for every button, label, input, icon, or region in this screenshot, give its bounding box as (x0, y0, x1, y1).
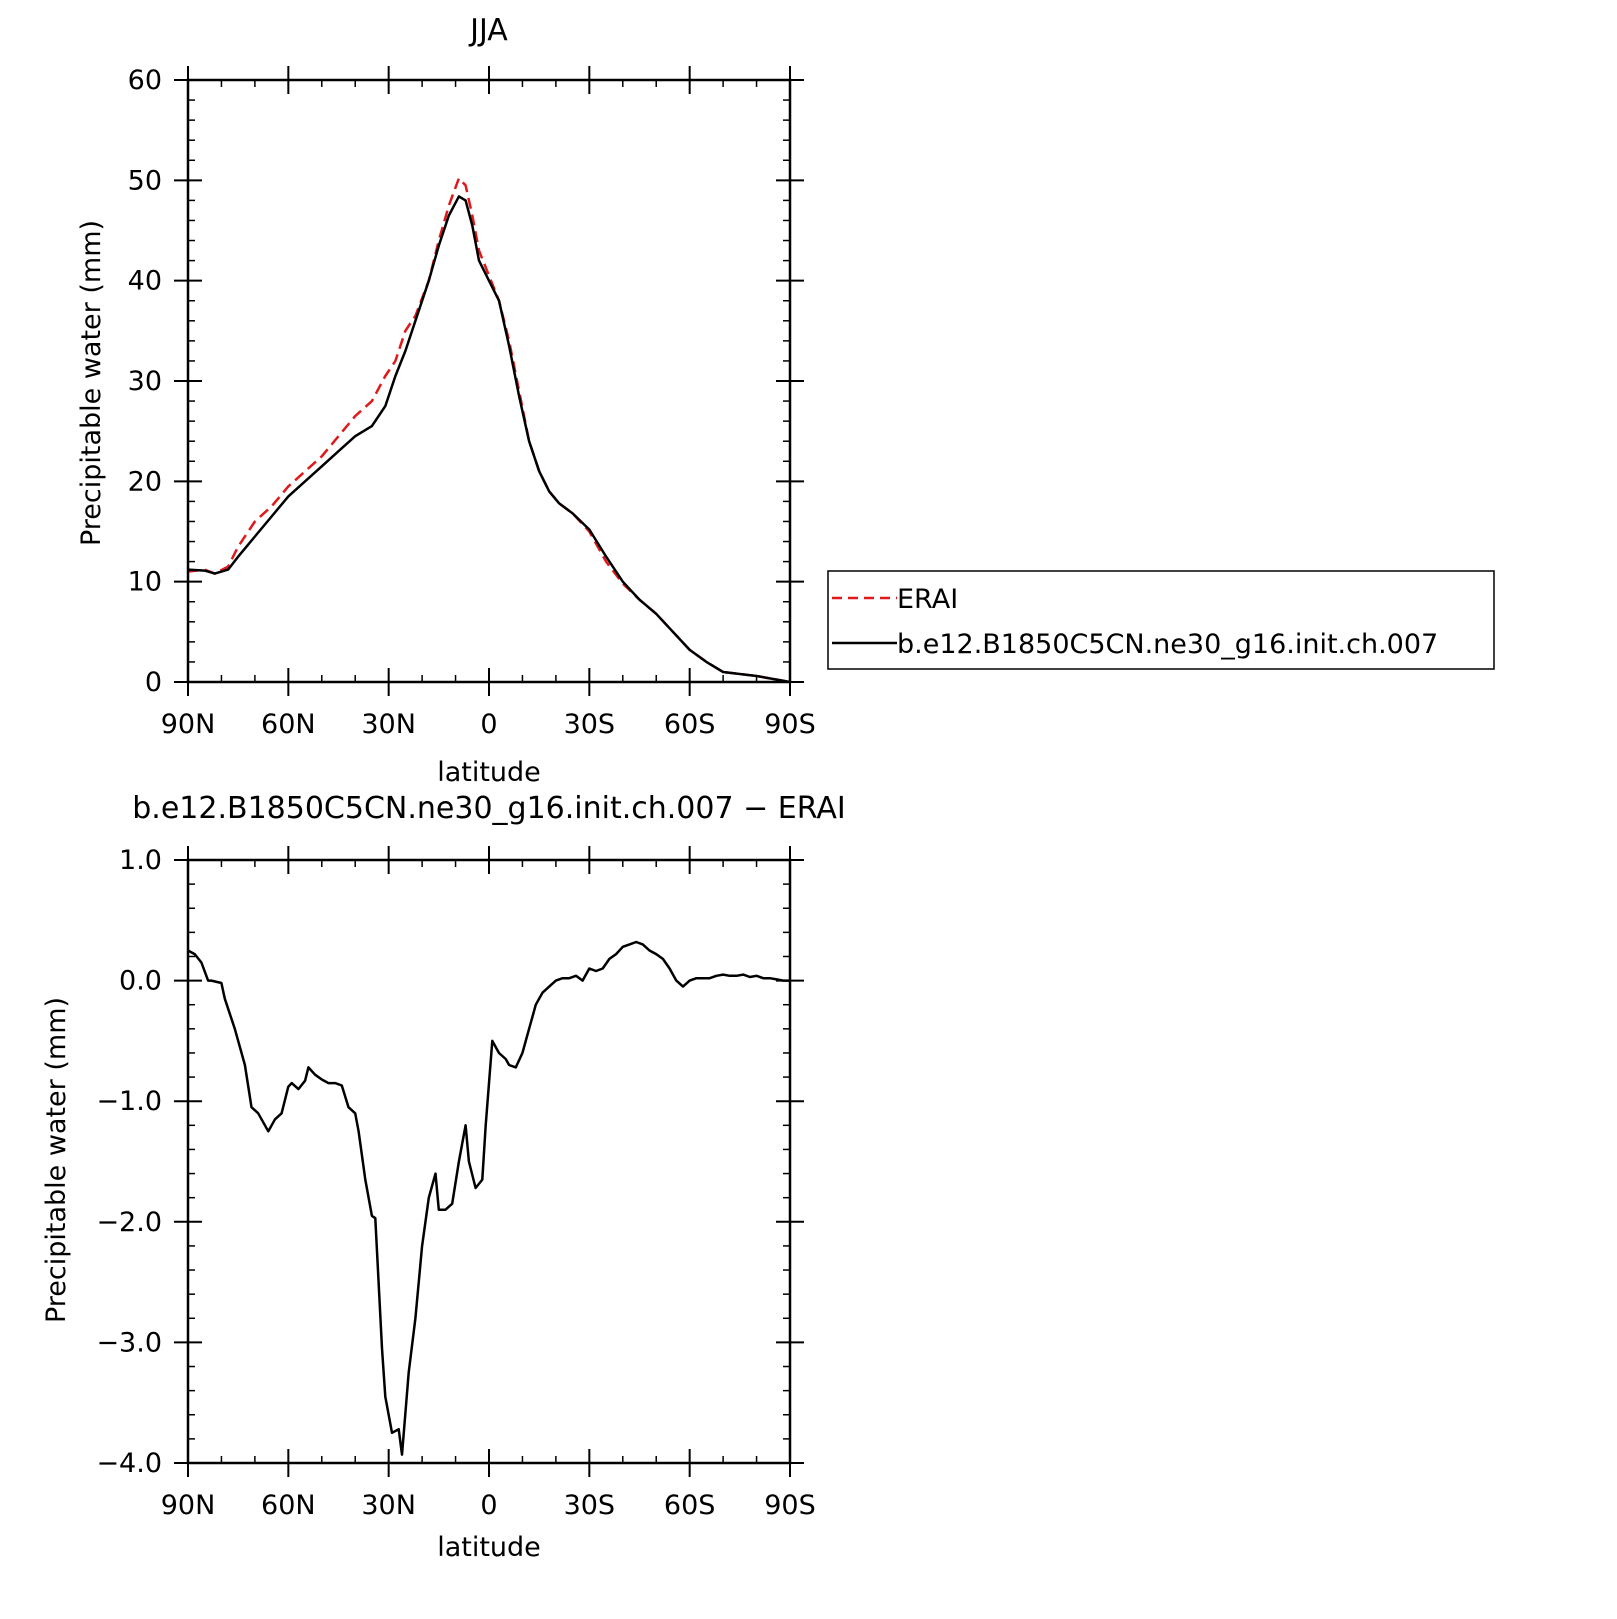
bottom-y-tick-label: −1.0 (96, 1086, 162, 1117)
bottom-x-tick-label: 90N (161, 1490, 216, 1521)
top-y-tick-label: 30 (128, 366, 162, 397)
top-y-tick-label: 50 (128, 165, 162, 196)
bottom-panel: b.e12.B1850C5CN.ne30_g16.init.ch.007 − E… (41, 791, 846, 1563)
legend-label-erai: ERAI (897, 584, 958, 615)
bottom-x-axis-label: latitude (437, 1532, 541, 1563)
legend: ERAI b.e12.B1850C5CN.ne30_g16.init.ch.00… (827, 570, 1495, 670)
bottom-x-tick-label: 30N (361, 1490, 416, 1521)
top-y-tick-label: 10 (128, 567, 162, 598)
top-model-line (187, 195, 791, 684)
top-y-tick-label: 0 (145, 667, 162, 698)
bottom-plot-frame (186, 858, 792, 1465)
top-x-tick-label: 60S (664, 709, 716, 740)
bottom-y-axis-label: Precipitable water (mm) (41, 997, 72, 1323)
top-x-tick-label: 90S (764, 709, 816, 740)
top-x-tick-label: 0 (480, 709, 497, 740)
bottom-y-tick-label: −3.0 (96, 1327, 162, 1358)
bottom-difference-line (187, 940, 790, 1456)
top-plot-frame (186, 78, 792, 684)
bottom-series-layer (187, 940, 790, 1456)
top-panel: JJA Precipitable water (mm) latitude 0 10… (76, 13, 816, 788)
legend-box (827, 570, 1495, 670)
top-tick-layer: 0 10 20 30 40 50 60 90N 60N 30N 0 30S 60S 90S (128, 65, 816, 740)
bottom-y-tick-label: 0.0 (119, 966, 162, 997)
legend-label-model: b.e12.B1850C5CN.ne30_g16.init.ch.007 (897, 629, 1438, 660)
top-y-tick-label: 40 (128, 266, 162, 297)
top-y-tick-label: 20 (128, 466, 162, 497)
bottom-y-tick-label: 1.0 (119, 845, 162, 876)
top-chart-title: JJA (468, 13, 508, 48)
bottom-x-tick-label: 30S (564, 1490, 616, 1521)
bottom-x-tick-label: 60S (664, 1490, 716, 1521)
bottom-y-tick-label: −4.0 (96, 1448, 162, 1479)
top-x-tick-label: 30S (564, 709, 616, 740)
top-erai-line (187, 177, 791, 684)
top-y-tick-label: 60 (128, 65, 162, 96)
top-series-layer (187, 177, 791, 684)
bottom-chart-title: b.e12.B1850C5CN.ne30_g16.init.ch.007 − E… (132, 791, 845, 826)
bottom-x-tick-label: 90S (764, 1490, 816, 1521)
bottom-y-tick-label: −2.0 (96, 1207, 162, 1238)
bottom-x-tick-label: 60N (261, 1490, 316, 1521)
top-x-tick-label: 90N (161, 709, 216, 740)
top-x-tick-label: 60N (261, 709, 316, 740)
top-y-axis-label: Precipitable water (mm) (76, 220, 107, 546)
top-x-axis-label: latitude (437, 757, 541, 788)
bottom-x-tick-label: 0 (480, 1490, 497, 1521)
top-x-tick-label: 30N (361, 709, 416, 740)
